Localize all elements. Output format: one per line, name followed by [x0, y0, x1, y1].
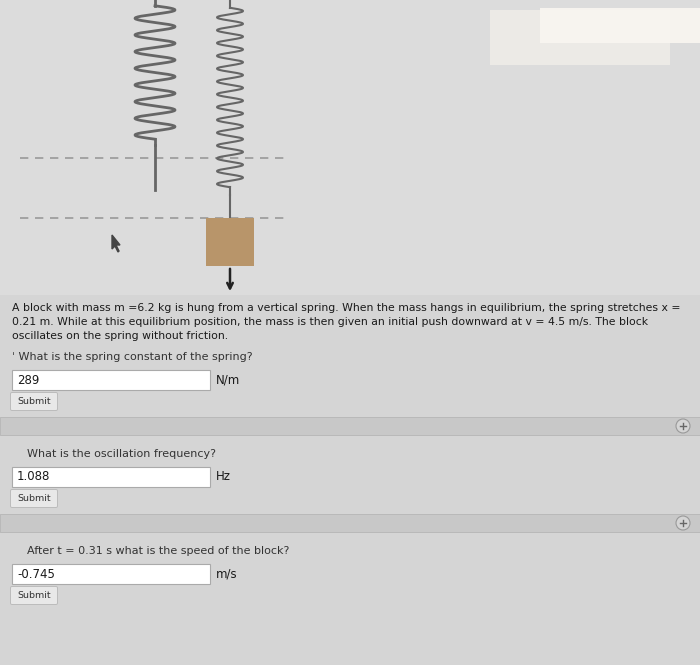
Bar [12, 564, 210, 584]
Circle shape [676, 419, 690, 433]
Polygon shape [112, 235, 120, 252]
FancyBboxPatch shape [10, 392, 57, 410]
Text: 289: 289 [17, 374, 39, 386]
Bar [12, 370, 210, 390]
Text: -0.745: -0.745 [17, 567, 55, 581]
Text: Submit: Submit [18, 494, 51, 503]
FancyBboxPatch shape [10, 587, 57, 604]
Text: Submit: Submit [18, 591, 51, 600]
Bar [0, 514, 700, 532]
Circle shape [676, 516, 690, 530]
Text: After t = 0.31 s what is the speed of the block?: After t = 0.31 s what is the speed of th… [27, 546, 289, 556]
Text: Submit: Submit [18, 397, 51, 406]
Text: Hz: Hz [216, 471, 231, 483]
Text: 1.088: 1.088 [17, 471, 50, 483]
Bar [12, 467, 210, 487]
FancyBboxPatch shape [10, 489, 57, 507]
Text: m/s: m/s [216, 567, 237, 581]
Text: N/m: N/m [216, 374, 240, 386]
Text: What is the oscillation frequency?: What is the oscillation frequency? [27, 449, 216, 459]
Bar [540, 8, 700, 43]
Bar [206, 218, 254, 266]
Bar [0, 0, 700, 295]
Text: A block with mass m =6.2 kg is hung from a vertical spring. When the mass hangs : A block with mass m =6.2 kg is hung from… [12, 303, 680, 313]
Bar [490, 10, 670, 65]
Bar [0, 417, 700, 435]
Text: 0.21 m. While at this equilibrium position, the mass is then given an initial pu: 0.21 m. While at this equilibrium positi… [12, 317, 648, 327]
Text: ˈ What is the spring constant of the spring?: ˈ What is the spring constant of the spr… [12, 352, 253, 362]
Text: oscillates on the spring without friction.: oscillates on the spring without frictio… [12, 331, 228, 341]
